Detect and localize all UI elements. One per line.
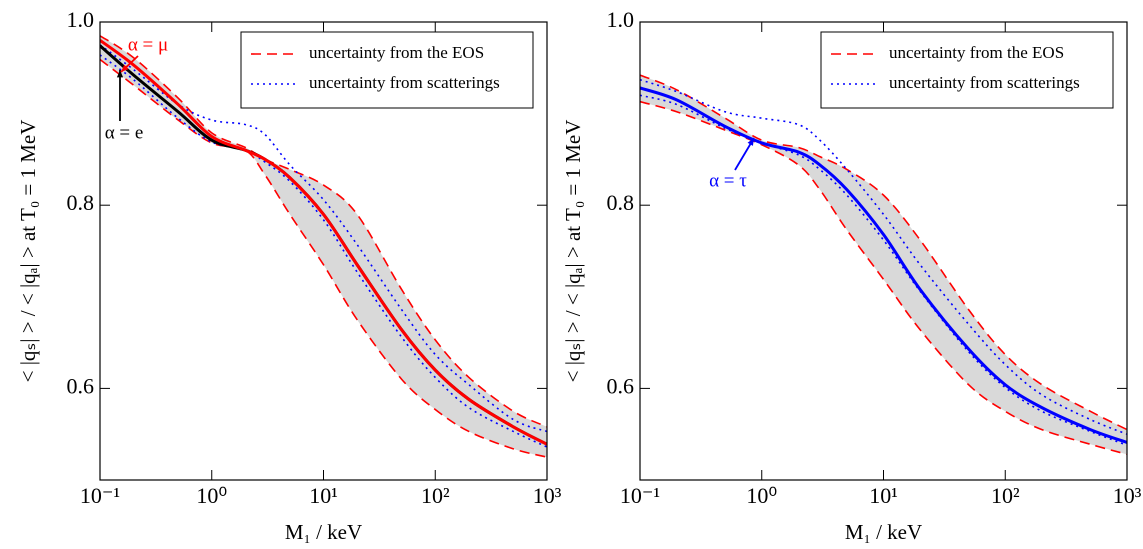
x-tick-label: 10³ — [1113, 483, 1142, 508]
arrow-head — [121, 64, 129, 72]
x-tick-label: 10⁰ — [196, 483, 227, 508]
annotation: α = τ — [709, 170, 747, 191]
x-tick-label: 10⁻¹ — [80, 483, 120, 508]
arrow-head — [116, 70, 124, 78]
plot-area — [100, 35, 547, 458]
x-axis-label: M₁ / keV — [845, 520, 922, 544]
x-tick-label: 10⁰ — [746, 483, 777, 508]
y-tick-label: 0.8 — [607, 190, 635, 215]
curve — [640, 74, 1127, 431]
legend-label: uncertainty from the EOS — [889, 43, 1064, 62]
legend-label: uncertainty from scatterings — [309, 73, 500, 92]
x-axis-label: M₁ / keV — [285, 520, 362, 544]
legend-box — [820, 31, 1114, 109]
annotation: α = μ — [128, 34, 168, 55]
x-tick-label: 10¹ — [309, 483, 338, 508]
curve — [100, 39, 547, 446]
panel: 10⁻¹ 10⁰ 10¹ 10² 10³ 0.6 0.8 1.0 M₁ / keV < |qₛ| … — [561, 7, 1142, 544]
annotation: α = e — [105, 122, 144, 143]
y-tick-label: 1.0 — [607, 7, 635, 32]
x-tick-label: 10² — [421, 483, 450, 508]
arrow-head — [747, 138, 754, 146]
y-axis-label: < |qₛ| > / < |qₐ| > at T₀ = 1 MeV — [561, 120, 585, 383]
legend-label: uncertainty from scatterings — [889, 73, 1080, 92]
y-tick-label: 0.6 — [67, 373, 95, 398]
x-tick-label: 10² — [991, 483, 1020, 508]
panel: 10⁻¹ 10⁰ 10¹ 10² 10³ 0.6 0.8 1.0 M₁ / keV < |qₛ| … — [16, 7, 562, 544]
y-axis-label: < |qₛ| > / < |qₐ| > at T₀ = 1 MeV — [16, 120, 40, 383]
x-tick-label: 10³ — [533, 483, 562, 508]
curve — [100, 54, 547, 448]
plot-area — [640, 74, 1127, 456]
y-tick-label: 0.8 — [67, 190, 95, 215]
legend-box — [240, 31, 534, 109]
curve — [640, 86, 1127, 444]
legend-label: uncertainty from the EOS — [309, 43, 484, 62]
curve — [100, 58, 547, 458]
y-tick-label: 0.6 — [607, 373, 635, 398]
band-fill — [640, 75, 1127, 455]
x-tick-label: 10⁻¹ — [620, 483, 660, 508]
x-tick-label: 10¹ — [869, 483, 898, 508]
curve — [100, 35, 547, 428]
curve — [640, 100, 1127, 456]
y-tick-label: 1.0 — [67, 7, 95, 32]
